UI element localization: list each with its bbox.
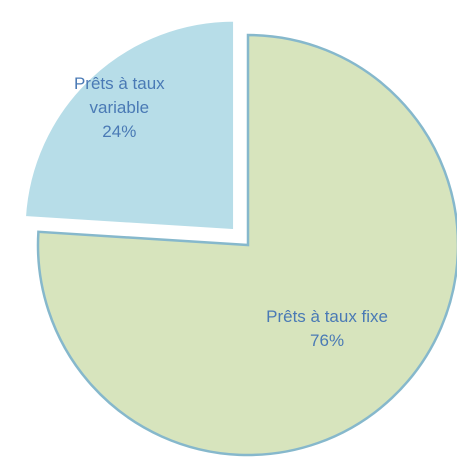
- slice-value: 76%: [310, 331, 345, 351]
- pie-slice: [36, 33, 457, 457]
- slice-label: Prêts à taux fixe 76%: [237, 305, 417, 353]
- slice-category: Prêts à taux fixe: [266, 307, 388, 327]
- slice-label: Prêts à taux variable 24%: [54, 72, 184, 144]
- slice-value: 24%: [102, 121, 137, 141]
- slice-category: Prêts à taux variable: [73, 73, 165, 117]
- pie-slice: [23, 19, 236, 232]
